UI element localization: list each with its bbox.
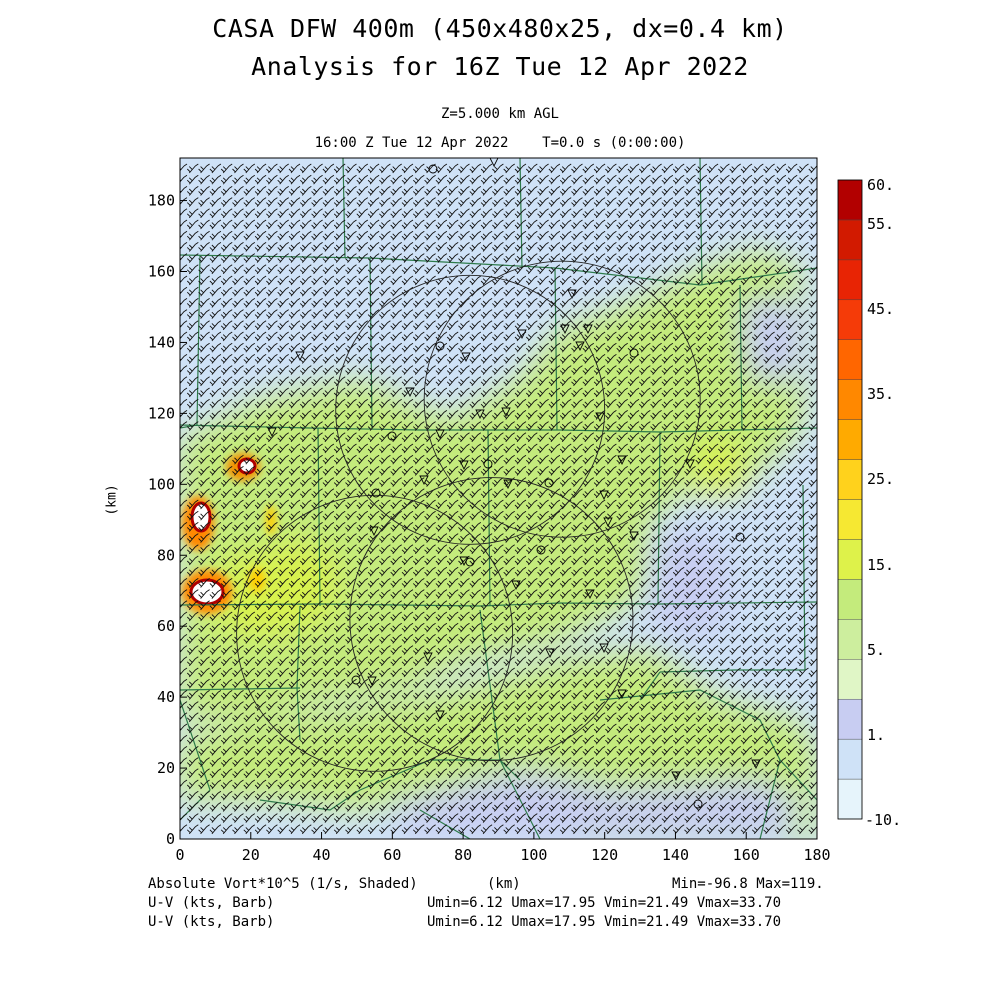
wind-stats-2: Umin=6.12 Umax=17.95 Vmin=21.49 Vmax=33.… bbox=[427, 914, 782, 930]
colorbar-swatch bbox=[837, 379, 863, 420]
y-tick-label: 60 bbox=[157, 617, 175, 635]
y-tick-label: 20 bbox=[157, 759, 175, 777]
wind-barbs bbox=[180, 163, 817, 835]
colorbar-swatch bbox=[837, 339, 863, 380]
radar-ring bbox=[335, 274, 606, 545]
y-tick-label: 140 bbox=[148, 333, 175, 351]
y-tick-label: 80 bbox=[157, 546, 175, 564]
x-tick-label: 180 bbox=[803, 846, 830, 864]
wind-label-1: U-V (kts, Barb) bbox=[148, 895, 275, 911]
field-minmax: Min=-96.8 Max=119. bbox=[672, 876, 824, 892]
colorbar-label: -10. bbox=[865, 811, 901, 829]
x-tick-label: 20 bbox=[242, 846, 260, 864]
colorbar-label: 15. bbox=[867, 556, 894, 574]
x-tick-label: 120 bbox=[591, 846, 618, 864]
colorbar-swatch bbox=[837, 579, 863, 620]
chart-subtitle: Analysis for 16Z Tue 12 Apr 2022 bbox=[251, 52, 749, 81]
radar-ring bbox=[423, 260, 701, 538]
colorbar-label: 1. bbox=[867, 726, 885, 744]
radar-range-rings bbox=[236, 260, 701, 772]
colorbar-swatch bbox=[837, 219, 863, 261]
colorbar-swatch bbox=[837, 499, 863, 540]
x-tick-label: 140 bbox=[662, 846, 689, 864]
valid-time-label: 16:00 Z Tue 12 Apr 2022 T=0.0 s (0:00:00… bbox=[314, 135, 686, 151]
colorbar-swatch bbox=[837, 259, 863, 301]
y-axis-label: (km) bbox=[104, 484, 120, 516]
colorbar-label: 25. bbox=[867, 470, 894, 488]
x-tick-label: 80 bbox=[454, 846, 472, 864]
y-axis: 0 20 40 60 80 100 120 140 160 180 bbox=[148, 192, 187, 848]
y-tick-label: 0 bbox=[166, 830, 175, 848]
wind-stats-1: Umin=6.12 Umax=17.95 Vmin=21.49 Vmax=33.… bbox=[427, 895, 782, 911]
colorbar-swatch bbox=[837, 659, 863, 700]
y-tick-label: 120 bbox=[148, 404, 175, 422]
x-tick-label: 40 bbox=[313, 846, 331, 864]
colorbar: 60. 55. 45. 35. 25. 15. 5. 1. -10. bbox=[837, 176, 901, 829]
x-axis-label: (km) bbox=[487, 876, 521, 892]
y-tick-label: 160 bbox=[148, 263, 175, 281]
chart-title: CASA DFW 400m (450x480x25, dx=0.4 km) bbox=[212, 14, 788, 43]
level-label: Z=5.000 km AGL bbox=[440, 106, 559, 122]
colorbar-label: 35. bbox=[867, 385, 894, 403]
colorbar-swatch bbox=[837, 419, 863, 460]
x-tick-label: 160 bbox=[733, 846, 760, 864]
y-tick-label: 40 bbox=[157, 688, 175, 706]
colorbar-frame bbox=[837, 179, 863, 820]
x-tick-label: 60 bbox=[383, 846, 401, 864]
colorbar-swatch bbox=[837, 299, 863, 340]
colorbar-swatch bbox=[837, 778, 863, 820]
colorbar-label: 45. bbox=[867, 300, 894, 318]
x-tick-label: 0 bbox=[175, 846, 184, 864]
field-label: Absolute Vort*10^5 (1/s, Shaded) bbox=[148, 876, 418, 892]
colorbar-swatch bbox=[837, 619, 863, 660]
colorbar-label: 5. bbox=[867, 641, 885, 659]
colorbar-label: 55. bbox=[867, 215, 894, 233]
station-markers bbox=[267, 157, 761, 809]
wind-barb-field bbox=[180, 163, 817, 835]
radar-ring bbox=[236, 494, 514, 772]
y-tick-label: 180 bbox=[148, 192, 175, 210]
colorbar-swatch bbox=[837, 179, 863, 221]
colorbar-swatch bbox=[837, 698, 863, 740]
colorbar-swatch bbox=[837, 738, 863, 780]
colorbar-swatch bbox=[837, 459, 863, 500]
x-axis: 0 20 40 60 80 100 120 140 160 180 bbox=[175, 832, 831, 864]
wind-label-2: U-V (kts, Barb) bbox=[148, 914, 275, 930]
colorbar-label: 60. bbox=[867, 176, 894, 194]
x-tick-label: 100 bbox=[520, 846, 547, 864]
plot-frame bbox=[179, 157, 818, 840]
radar-ring bbox=[349, 477, 634, 762]
y-tick-label: 100 bbox=[148, 475, 175, 493]
colorbar-swatch bbox=[837, 539, 863, 580]
